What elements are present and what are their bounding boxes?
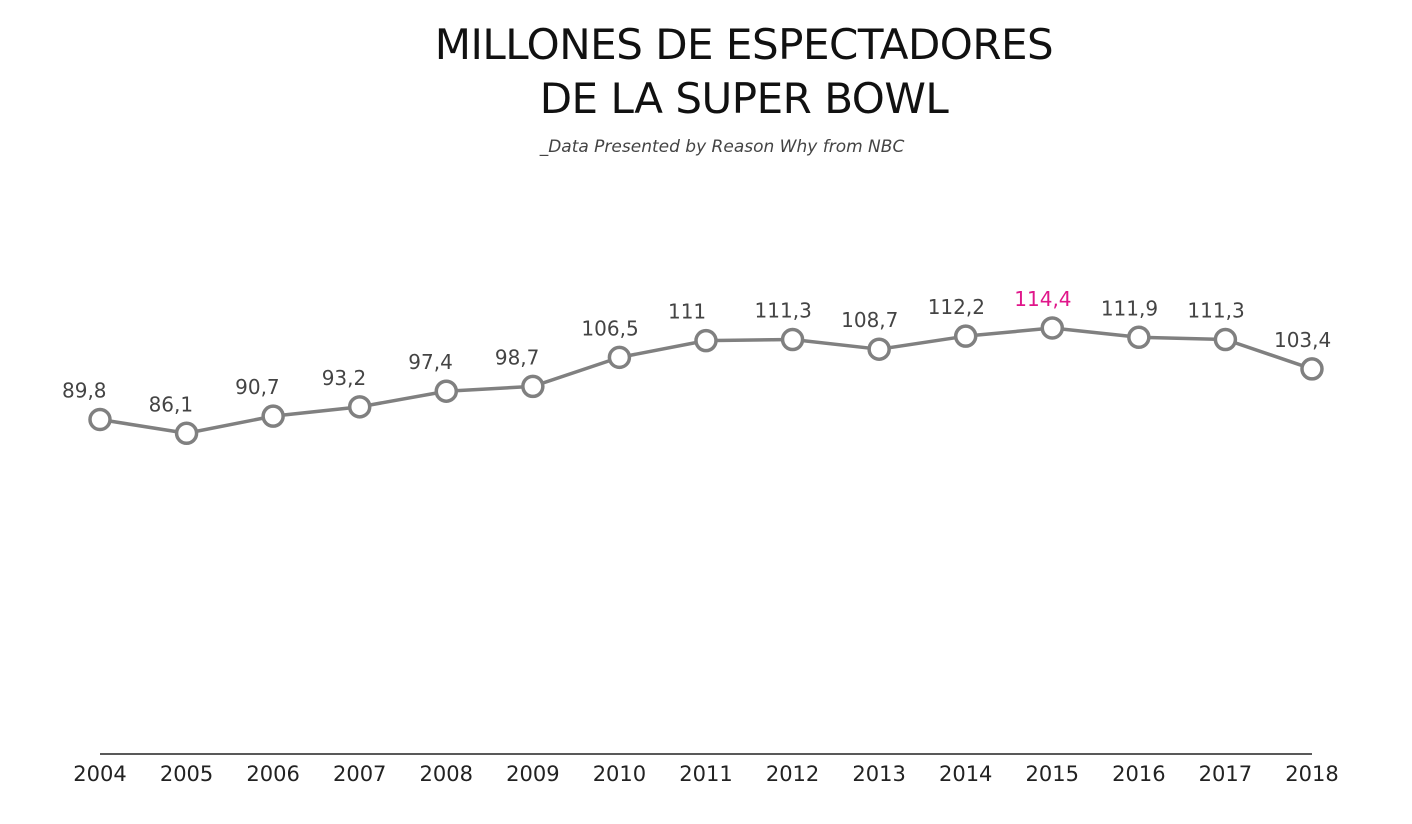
x-tick-2007: 2007 (333, 762, 386, 786)
x-tick-2014: 2014 (939, 762, 992, 786)
data-point-2010 (607, 345, 632, 370)
x-tick-layer: 2004 2005 2006 2007 2008 2009 2010 2011 2012 2013… (73, 762, 1338, 786)
data-label-2005: 86,1 (149, 392, 194, 416)
data-point-2012 (780, 327, 805, 352)
data-label-2008: 97,4 (408, 350, 453, 374)
chart-subtitle: _Data Presented by Reason Why from NBC (539, 137, 905, 157)
data-point-2005 (174, 421, 199, 446)
data-label-2009: 98,7 (495, 345, 540, 369)
data-point-2016 (1127, 325, 1151, 350)
data-label-2013: 108,7 (841, 308, 898, 332)
data-point-2008 (434, 379, 459, 403)
data-point-2011 (694, 328, 718, 353)
chart-title-line-2: DE LA SUPER BOWL (539, 74, 949, 123)
data-point-2015 (1040, 316, 1065, 340)
x-tick-2004: 2004 (73, 762, 126, 786)
data-point-2018 (1300, 357, 1324, 381)
data-label-2004: 89,8 (62, 379, 107, 403)
data-label-2010: 106,5 (581, 316, 638, 340)
data-label-2012: 111,3 (755, 299, 812, 323)
data-label-2016: 111,9 (1101, 296, 1158, 320)
data-label-2011: 111 (668, 300, 706, 324)
data-point-2009 (521, 374, 545, 399)
data-label-layer: 89,8 86,1 90,7 93,2 97,4 98,7 106,5 111 111,3 108… (62, 287, 1331, 416)
data-point-2006 (261, 404, 285, 428)
data-label-2018: 103,4 (1274, 328, 1331, 352)
x-tick-2015: 2015 (1026, 762, 1079, 786)
data-label-2015: 114,4 (1014, 287, 1071, 311)
x-tick-2009: 2009 (506, 762, 559, 786)
x-tick-2013: 2013 (852, 762, 905, 786)
chart-title-line-1: MILLONES DE ESPECTADORES (434, 20, 1054, 69)
x-tick-2012: 2012 (766, 762, 819, 786)
x-tick-2018: 2018 (1285, 762, 1338, 786)
data-point-2014 (953, 324, 978, 348)
x-tick-2010: 2010 (593, 762, 646, 786)
x-tick-2017: 2017 (1199, 762, 1252, 786)
data-point-2013 (867, 337, 891, 361)
data-label-2006: 90,7 (235, 375, 280, 399)
x-tick-2008: 2008 (420, 762, 473, 786)
data-point-2017 (1213, 327, 1238, 352)
data-label-2017: 111,3 (1187, 299, 1244, 323)
data-point-2007 (347, 395, 372, 419)
chart-title: MILLONES DE ESPECTADORES DE LA SUPER BOW… (0, 18, 1412, 126)
data-point-2004 (88, 407, 112, 432)
data-label-2014: 112,2 (928, 295, 985, 319)
data-label-2007: 93,2 (322, 366, 367, 390)
x-tick-2006: 2006 (246, 762, 299, 786)
marker-layer (88, 316, 1324, 446)
x-tick-2005: 2005 (160, 762, 213, 786)
x-tick-2016: 2016 (1112, 762, 1165, 786)
x-tick-2011: 2011 (679, 762, 732, 786)
